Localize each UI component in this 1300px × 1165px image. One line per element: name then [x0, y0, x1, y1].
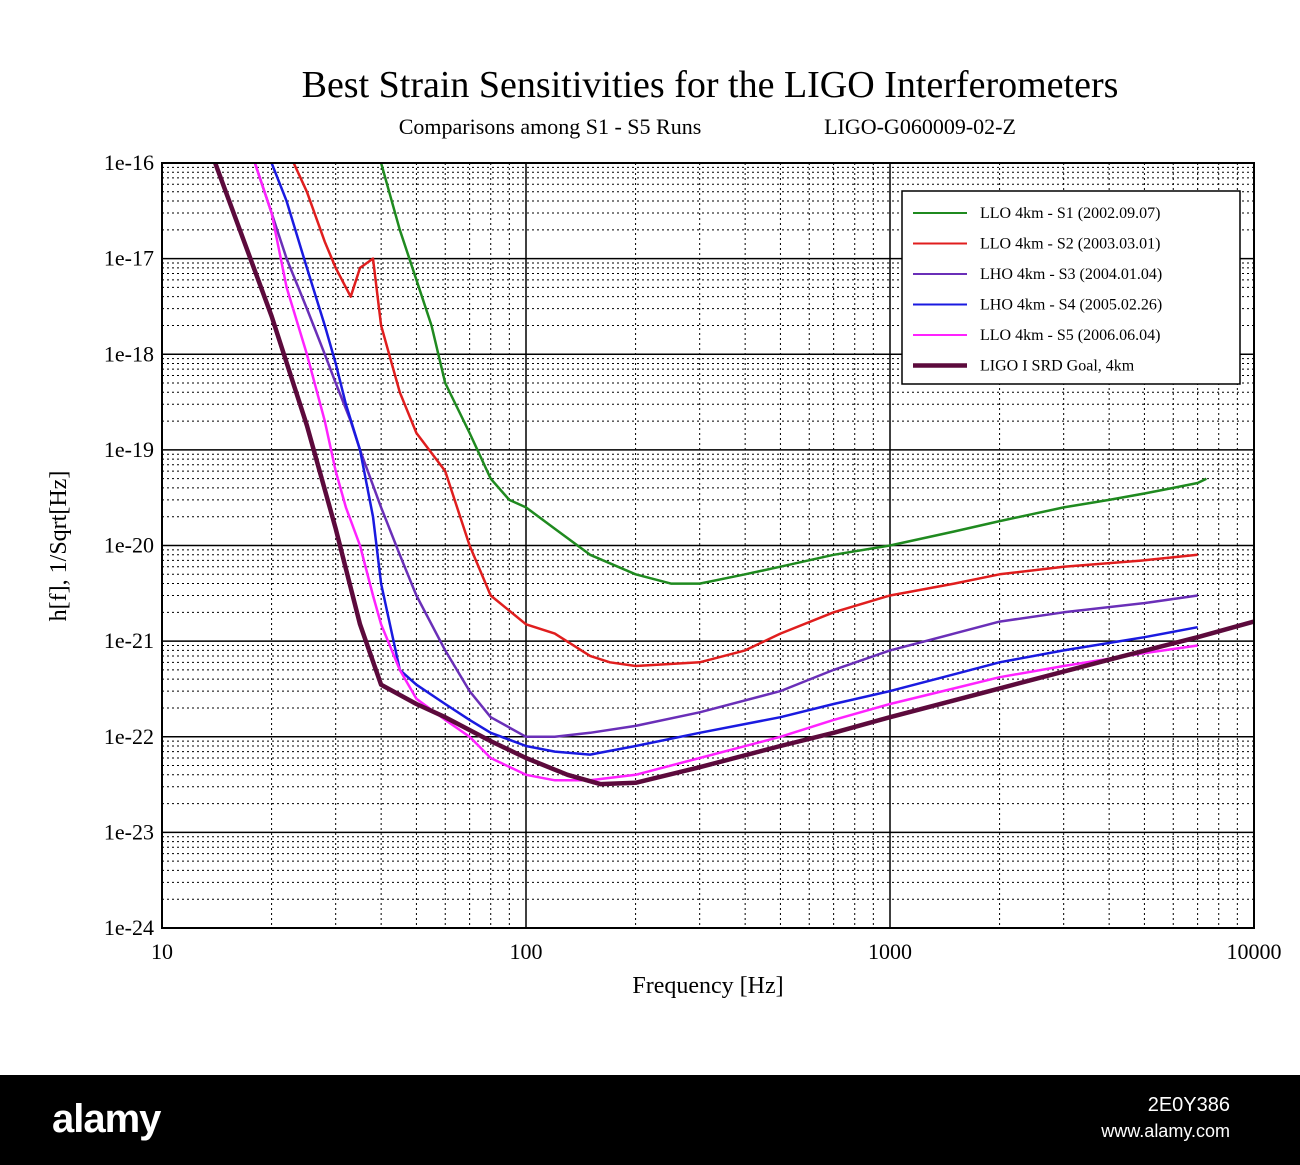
series-line-1 [379, 163, 1207, 585]
y-tick-label: 1e-20 [104, 533, 154, 558]
site-url: www.alamy.com [1101, 1121, 1230, 1141]
x-tick-label: 10 [151, 939, 173, 964]
y-tick-label: 1e-18 [104, 341, 154, 366]
x-tick-label: 1000 [868, 939, 912, 964]
legend-entry: LHO 4km - S3 (2004.01.04) [980, 266, 1162, 283]
y-tick-label: 1e-19 [104, 437, 154, 462]
legend-entry: LLO 4km - S1 (2002.09.07) [980, 205, 1160, 222]
legend-box [901, 190, 1241, 385]
plot-frame [161, 162, 1255, 929]
series-line-2 [292, 163, 1198, 668]
x-tick-label: 100 [510, 939, 543, 964]
y-tick-label: 1e-23 [104, 819, 154, 844]
series-layer [213, 163, 1254, 787]
x-axis-label: Frequency [Hz] [632, 973, 783, 999]
y-tick-label: 1e-21 [104, 628, 154, 653]
legend-entry: LLO 4km - S2 (2003.03.01) [980, 236, 1160, 253]
watermark-footer: alamy 2E0Y386 www.alamy.com [0, 1075, 1300, 1165]
chart-subtitle: Comparisons among S1 - S5 Runs [399, 114, 702, 139]
legend-entry: LIGO I SRD Goal, 4km [980, 358, 1135, 375]
legend-entry: LHO 4km - S4 (2005.02.26) [980, 297, 1162, 314]
chart: Best Strain Sensitivities for the LIGO I… [46, 64, 1282, 999]
series-line-3 [253, 163, 1198, 739]
image-id: 2E0Y386 [1147, 1094, 1230, 1116]
tick-labels: 10 100 1000 10000 1e-16 1e-17 1e-18 1e-19 1e-20 1… [104, 150, 1282, 964]
y-tick-label: 1e-24 [104, 915, 154, 940]
chart-document-id: LIGO-G060009-02-Z [824, 114, 1016, 139]
series-line-6 [213, 163, 1254, 787]
legend-entry: LLO 4km - S5 (2006.06.04) [980, 327, 1160, 344]
grid [161, 162, 1255, 929]
series-line-4 [270, 163, 1198, 756]
series-line-5 [253, 163, 1198, 782]
y-axis-label: h[f], 1/Sqrt[Hz] [46, 471, 72, 622]
y-tick-label: 1e-17 [104, 246, 154, 271]
x-tick-label: 10000 [1227, 939, 1282, 964]
chart-svg: Best Strain Sensitivities for the LIGO I… [46, 64, 1282, 999]
y-tick-label: 1e-16 [104, 150, 154, 175]
chart-title: Best Strain Sensitivities for the LIGO I… [302, 64, 1119, 106]
legend: LLO 4km - S1 (2002.09.07) LLO 4km - S2 (2… [901, 190, 1241, 385]
y-tick-label: 1e-22 [104, 724, 154, 749]
alamy-logo: alamy [52, 1097, 161, 1141]
